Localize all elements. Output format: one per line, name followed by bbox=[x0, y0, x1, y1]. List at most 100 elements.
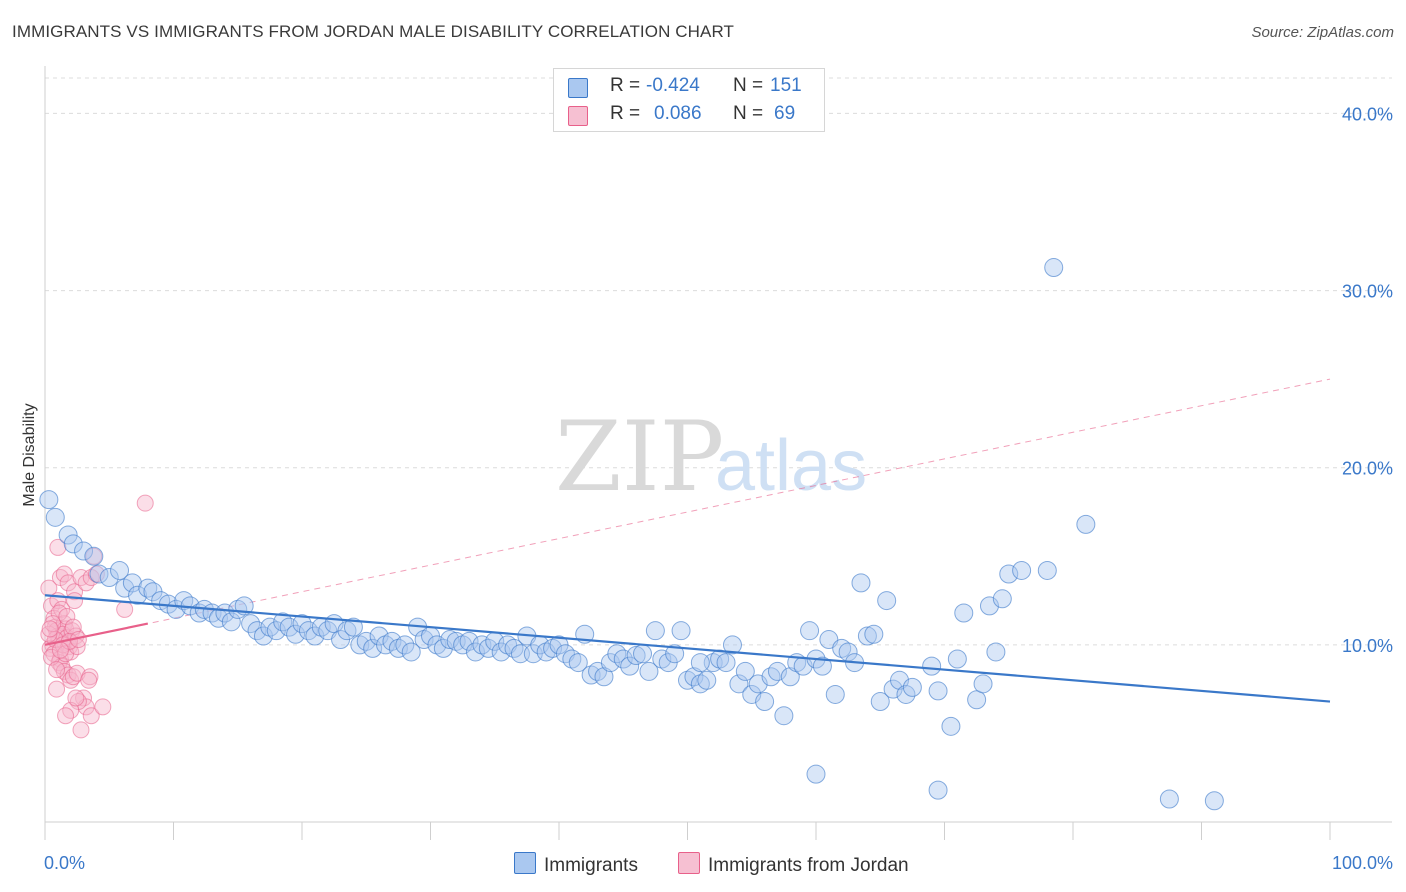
immigrants-point bbox=[684, 667, 704, 687]
immigrants-point bbox=[286, 624, 306, 644]
immigrants-point bbox=[954, 603, 974, 623]
jordan-point bbox=[48, 661, 66, 679]
immigrants-point bbox=[363, 638, 383, 658]
immigrants-point bbox=[440, 630, 460, 650]
immigrants-point bbox=[755, 692, 775, 712]
immigrants-point bbox=[1012, 560, 1032, 580]
immigrants-point bbox=[350, 635, 370, 655]
immigrants-point bbox=[767, 661, 787, 681]
immigrants-point bbox=[986, 642, 1006, 662]
immigrants-point bbox=[382, 631, 402, 651]
immigrants-point bbox=[665, 644, 685, 664]
immigrants-point bbox=[716, 653, 736, 673]
immigrants-point bbox=[922, 656, 942, 676]
watermark-atlas: atlas bbox=[715, 426, 867, 506]
immigrants-point bbox=[465, 642, 485, 662]
jordan-point bbox=[66, 592, 84, 610]
bottom-legend-label-2: Immigrants from Jordan bbox=[708, 855, 909, 876]
immigrants-point bbox=[39, 490, 59, 510]
immigrants-point bbox=[697, 670, 717, 690]
immigrants-point bbox=[594, 667, 614, 687]
watermark-zip: ZIP bbox=[555, 401, 724, 513]
immigrants-point bbox=[671, 621, 691, 641]
tick-labels: 10.0% 20.0% 30.0% 40.0% 0.0% 100.0% bbox=[44, 104, 1393, 873]
immigrants-point bbox=[877, 591, 897, 611]
immigrants-point bbox=[478, 638, 498, 658]
y-tick-label: 10.0% bbox=[1342, 636, 1393, 656]
immigrants-point bbox=[292, 614, 312, 634]
jordan-point bbox=[136, 494, 154, 512]
immigrants-point bbox=[110, 560, 130, 580]
immigrants-point bbox=[401, 642, 421, 662]
trend-lines bbox=[44, 594, 1331, 703]
immigrants-point bbox=[851, 573, 871, 593]
immigrants-point bbox=[735, 661, 755, 681]
immigrants-point bbox=[414, 630, 434, 650]
y-tick-label: 40.0% bbox=[1342, 104, 1393, 124]
pink-trend-dashed bbox=[44, 378, 1331, 646]
jordan-point bbox=[116, 600, 134, 618]
immigrants-point bbox=[89, 564, 109, 584]
immigrants-point bbox=[947, 649, 967, 669]
jordan-point bbox=[66, 583, 84, 601]
legend-r-label: R = bbox=[610, 75, 641, 96]
bottom-swatch-pink bbox=[678, 852, 700, 874]
immigrants-point bbox=[812, 656, 832, 676]
immigrants-point bbox=[1037, 560, 1057, 580]
jordan-point bbox=[85, 547, 103, 565]
jordan-point bbox=[67, 689, 85, 707]
immigrants-point bbox=[58, 525, 78, 545]
jordan-point bbox=[57, 707, 75, 725]
immigrants-point bbox=[174, 591, 194, 611]
immigrants-point bbox=[774, 706, 794, 726]
legend-swatch-blue bbox=[568, 78, 588, 98]
immigrants-point bbox=[128, 585, 148, 605]
legend-row-jordan: R = 0.086 N = 69 bbox=[554, 101, 824, 127]
axes bbox=[44, 66, 1392, 840]
immigrants-point bbox=[722, 635, 742, 655]
immigrants-point bbox=[543, 638, 563, 658]
immigrants-point bbox=[832, 638, 852, 658]
immigrants-point bbox=[63, 534, 83, 554]
immigrants-point bbox=[761, 667, 781, 687]
immigrants-point bbox=[74, 541, 94, 561]
immigrants-point bbox=[472, 635, 492, 655]
immigrants-point bbox=[388, 638, 408, 658]
watermark: ZIP atlas bbox=[555, 401, 867, 513]
jordan-point bbox=[49, 538, 67, 556]
immigrants-point bbox=[645, 621, 665, 641]
immigrants-point bbox=[84, 546, 104, 566]
legend-r-value-2: 0.086 bbox=[654, 103, 702, 124]
immigrants-point bbox=[356, 631, 376, 651]
immigrants-point bbox=[1076, 514, 1096, 534]
immigrants-point bbox=[138, 578, 158, 598]
immigrants-point bbox=[45, 507, 65, 527]
jordan-point bbox=[94, 698, 112, 716]
grid-lines bbox=[45, 77, 1392, 646]
x-tick-label-max: 100.0% bbox=[1332, 853, 1393, 873]
immigrants-point bbox=[1044, 258, 1064, 278]
immigrants-point bbox=[395, 635, 415, 655]
immigrants-point bbox=[806, 764, 826, 784]
immigrants-point bbox=[857, 626, 877, 646]
jordan-point bbox=[72, 721, 90, 739]
immigrants-point bbox=[99, 568, 119, 588]
immigrants-point bbox=[870, 692, 890, 712]
immigrants-point bbox=[459, 631, 479, 651]
immigrants-point bbox=[896, 684, 916, 704]
immigrants-point bbox=[626, 645, 646, 665]
jordan-point bbox=[48, 680, 66, 698]
jordan-points bbox=[40, 494, 154, 739]
bottom-legend-immigrants: Immigrants bbox=[514, 852, 638, 877]
immigrants-point bbox=[690, 674, 710, 694]
immigrants-point bbox=[992, 589, 1012, 609]
immigrants-point bbox=[279, 617, 299, 637]
jordan-trend-line bbox=[44, 622, 149, 646]
immigrants-point bbox=[825, 684, 845, 704]
immigrants-point bbox=[902, 677, 922, 697]
bottom-legend-label-1: Immigrants bbox=[544, 855, 638, 876]
bottom-legend-jordan: Immigrants from Jordan bbox=[678, 852, 909, 877]
jordan-point bbox=[40, 625, 58, 643]
immigrants-point bbox=[613, 649, 633, 669]
